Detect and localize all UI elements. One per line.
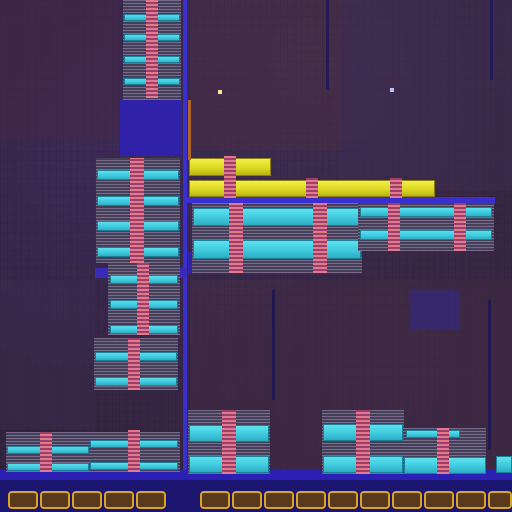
pink-strap — [356, 410, 370, 474]
bond-pad — [40, 491, 70, 509]
memory-cell — [360, 207, 492, 217]
pink-strap — [313, 203, 327, 273]
memory-cell — [496, 456, 512, 473]
pink-strap — [146, 0, 158, 98]
pink-strap — [128, 430, 140, 472]
vertical-trace — [272, 290, 275, 400]
pink-strap — [40, 432, 52, 472]
vertical-trace — [326, 0, 329, 90]
pink-strap — [390, 178, 402, 198]
horizontal-trace — [183, 197, 495, 203]
bond-pad — [136, 491, 166, 509]
bond-pad — [232, 491, 262, 509]
pink-strap — [437, 428, 449, 474]
bond-pad — [296, 491, 326, 509]
horizontal-trace — [0, 470, 512, 480]
pink-strap — [454, 203, 466, 251]
bond-pad — [328, 491, 358, 509]
memory-cell — [360, 230, 492, 240]
bond-pad — [200, 491, 230, 509]
pink-strap — [224, 156, 236, 198]
vertical-trace — [488, 300, 491, 450]
trace-block — [120, 100, 182, 155]
substrate-tile — [0, 0, 120, 140]
bond-pad — [264, 491, 294, 509]
bond-pad — [488, 491, 512, 509]
bond-pad — [456, 491, 486, 509]
pink-strap — [222, 410, 236, 474]
memory-cell — [406, 430, 460, 438]
bond-pad — [72, 491, 102, 509]
bond-pad — [360, 491, 390, 509]
bond-pad — [8, 491, 38, 509]
speck — [390, 88, 394, 92]
speck — [218, 90, 222, 94]
bond-pad — [424, 491, 454, 509]
pink-strap — [128, 338, 140, 390]
memory-cell — [193, 208, 361, 226]
amber-trace — [188, 100, 191, 160]
substrate-tile — [340, 0, 512, 190]
memory-cell — [193, 240, 361, 259]
pink-strap — [388, 203, 400, 251]
pink-strap — [130, 158, 144, 263]
pink-strap — [229, 203, 243, 273]
pink-strap — [306, 178, 318, 198]
pink-strap — [137, 263, 149, 335]
substrate-tile — [190, 0, 340, 150]
bond-pad — [104, 491, 134, 509]
bond-pad — [392, 491, 422, 509]
vertical-trace — [183, 0, 187, 480]
vertical-trace — [490, 0, 493, 80]
substrate-tile — [0, 280, 95, 430]
substrate-tile — [410, 290, 460, 330]
